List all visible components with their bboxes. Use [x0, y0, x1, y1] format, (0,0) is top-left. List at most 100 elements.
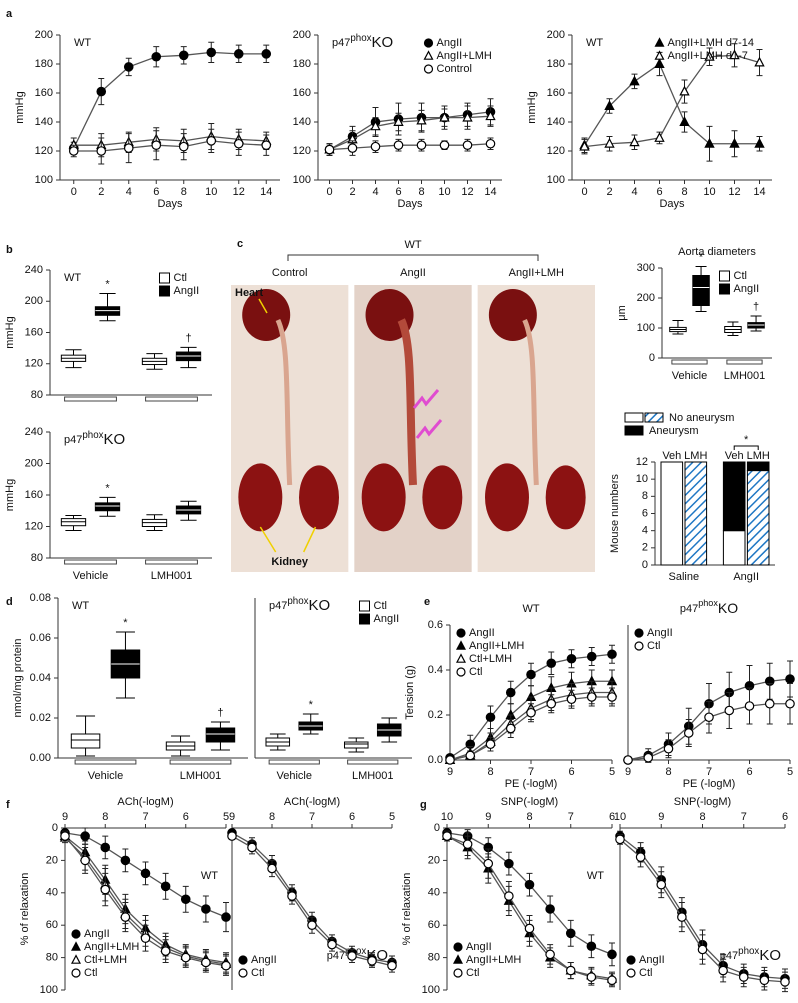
marker: [100, 884, 111, 895]
marker: [626, 955, 636, 965]
y-tick-label: 120: [25, 520, 43, 532]
marker: [347, 951, 357, 961]
legend-label: AngII: [647, 627, 673, 639]
y-tick-label: 8: [642, 490, 648, 502]
marker: [654, 58, 665, 68]
marker: [754, 137, 765, 148]
marker: [718, 965, 728, 976]
x-axis-label: PE (-logM): [683, 778, 736, 790]
pointer: [302, 526, 317, 553]
category-bracket: [145, 559, 198, 565]
marker: [586, 941, 597, 952]
chart-title: WT: [522, 603, 539, 615]
marker: [423, 64, 434, 74]
box: [94, 502, 121, 512]
marker: [178, 141, 189, 152]
x-tick-label: 5: [223, 811, 229, 823]
x-tick-label: 14: [484, 186, 496, 198]
x-tick-label: Veh: [725, 450, 744, 462]
y-tick-label: 0.08: [30, 592, 51, 604]
y-tick-label: 100: [293, 174, 311, 186]
x-tick-label: 4: [631, 186, 637, 198]
y-tick-label: 80: [428, 952, 440, 964]
marker: [485, 712, 496, 723]
pointer: [258, 298, 268, 314]
marker: [729, 137, 740, 148]
chart-title: WT: [201, 870, 218, 882]
category-bracket: [64, 559, 117, 565]
chart-title: WT: [404, 239, 421, 251]
y-tick-label: 0.0: [428, 754, 443, 766]
legend-swatch: [359, 613, 370, 625]
panel-letter: e: [424, 596, 430, 608]
pointer: [259, 526, 277, 553]
y-tick-label: 100: [40, 984, 58, 996]
marker: [586, 692, 597, 702]
marker: [456, 667, 466, 677]
series-line: [73, 135, 267, 146]
marker: [71, 941, 81, 951]
marker: [485, 110, 496, 121]
marker: [462, 839, 473, 849]
marker: [677, 912, 687, 922]
y-tick-label: 0.4: [428, 664, 443, 676]
marker: [456, 653, 466, 663]
bar-segment: [660, 461, 684, 566]
y-axis-label: Mouse numbers: [609, 474, 621, 553]
marker: [456, 628, 466, 638]
marker: [623, 755, 633, 765]
legend-label: AngII: [469, 627, 495, 639]
y-tick-label: 40: [428, 887, 440, 899]
marker: [704, 50, 715, 61]
aorta: [275, 318, 293, 486]
y-tick-label: 140: [35, 116, 53, 128]
marker: [71, 954, 81, 964]
x-tick-label: 9: [229, 811, 235, 823]
marker: [607, 649, 617, 660]
x-tick-label: 10: [438, 186, 450, 198]
marker: [546, 658, 557, 669]
marker: [483, 858, 494, 869]
marker: [233, 138, 244, 149]
marker: [683, 728, 694, 738]
legend-swatch: [159, 272, 170, 284]
panel-letter: c: [237, 238, 243, 250]
box: [343, 741, 369, 749]
x-tick-label: 8: [526, 811, 532, 823]
category-bracket: [74, 759, 137, 765]
marker: [453, 968, 463, 978]
x-tick-label: 7: [568, 811, 574, 823]
marker: [607, 975, 617, 986]
x-tick-label: 10: [441, 811, 453, 823]
kidney: [422, 465, 463, 530]
x-tick-label: 12: [461, 186, 473, 198]
marker: [80, 855, 90, 866]
panel-letter: a: [6, 8, 13, 20]
marker: [754, 56, 765, 67]
y-axis-label: % of relaxation: [401, 873, 413, 946]
y-tick-label: 0.04: [30, 672, 51, 684]
legend-label: AngII: [639, 954, 665, 966]
x-tick-label: 14: [260, 186, 272, 198]
y-axis-label: % of relaxation: [19, 873, 31, 946]
marker: [453, 954, 463, 964]
y-tick-label: 0: [649, 352, 655, 364]
x-tick-label: Vehicle: [672, 370, 707, 382]
marker: [738, 972, 749, 982]
marker: [238, 968, 248, 978]
y-tick-label: 0: [642, 559, 648, 571]
legend-label: AngII: [84, 928, 110, 940]
y-tick-label: 100: [35, 174, 53, 186]
marker: [221, 912, 231, 922]
panel-letter: d: [6, 596, 13, 608]
x-tick-label: 9: [625, 766, 631, 778]
legend-label: AngII: [437, 37, 463, 49]
x-tick-label: 2: [98, 186, 104, 198]
legend-label: Ctl+LMH: [84, 954, 127, 966]
x-tick-label: 0: [71, 186, 77, 198]
marker: [626, 968, 636, 978]
heart: [488, 289, 537, 341]
x-tick-label: 2: [349, 186, 355, 198]
marker: [445, 755, 455, 765]
